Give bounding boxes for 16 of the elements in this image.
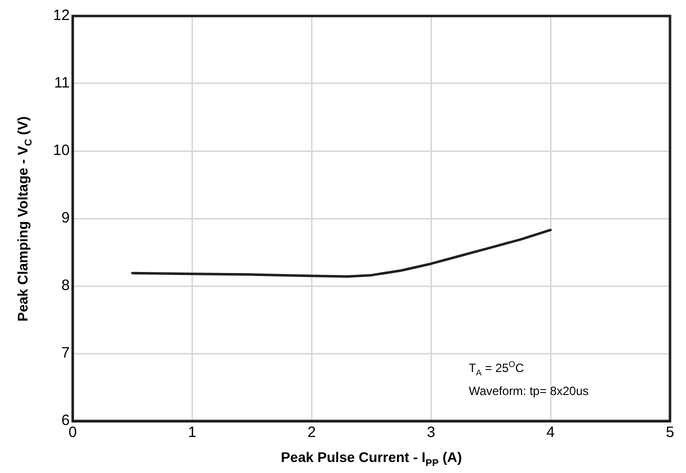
x-tick-label: 2	[307, 424, 316, 442]
y-tick-label: 9	[61, 210, 70, 227]
y-tick-label: 6	[61, 412, 70, 430]
annotation: Waveform: tp= 8x20us	[468, 384, 589, 398]
x-tick-label: 1	[188, 424, 196, 442]
y-tick-label: 11	[54, 74, 70, 92]
annotation: T$_{A}$ = 25$^{O}$C	[468, 359, 524, 378]
x-tick-label: 0	[68, 424, 77, 442]
x-tick-label: 5	[666, 424, 674, 442]
y-tick-label: 10	[52, 142, 70, 160]
x-tick-label: 3	[426, 424, 436, 442]
y-tick-label: 7	[61, 344, 70, 362]
x-tick-label: 4	[546, 424, 555, 442]
y-tick-label: 12	[52, 7, 70, 24]
x-axis-title: Peak Pulse Current - I$_{PP}$ (A)	[280, 449, 462, 469]
y-tick-label: 8	[61, 277, 70, 294]
